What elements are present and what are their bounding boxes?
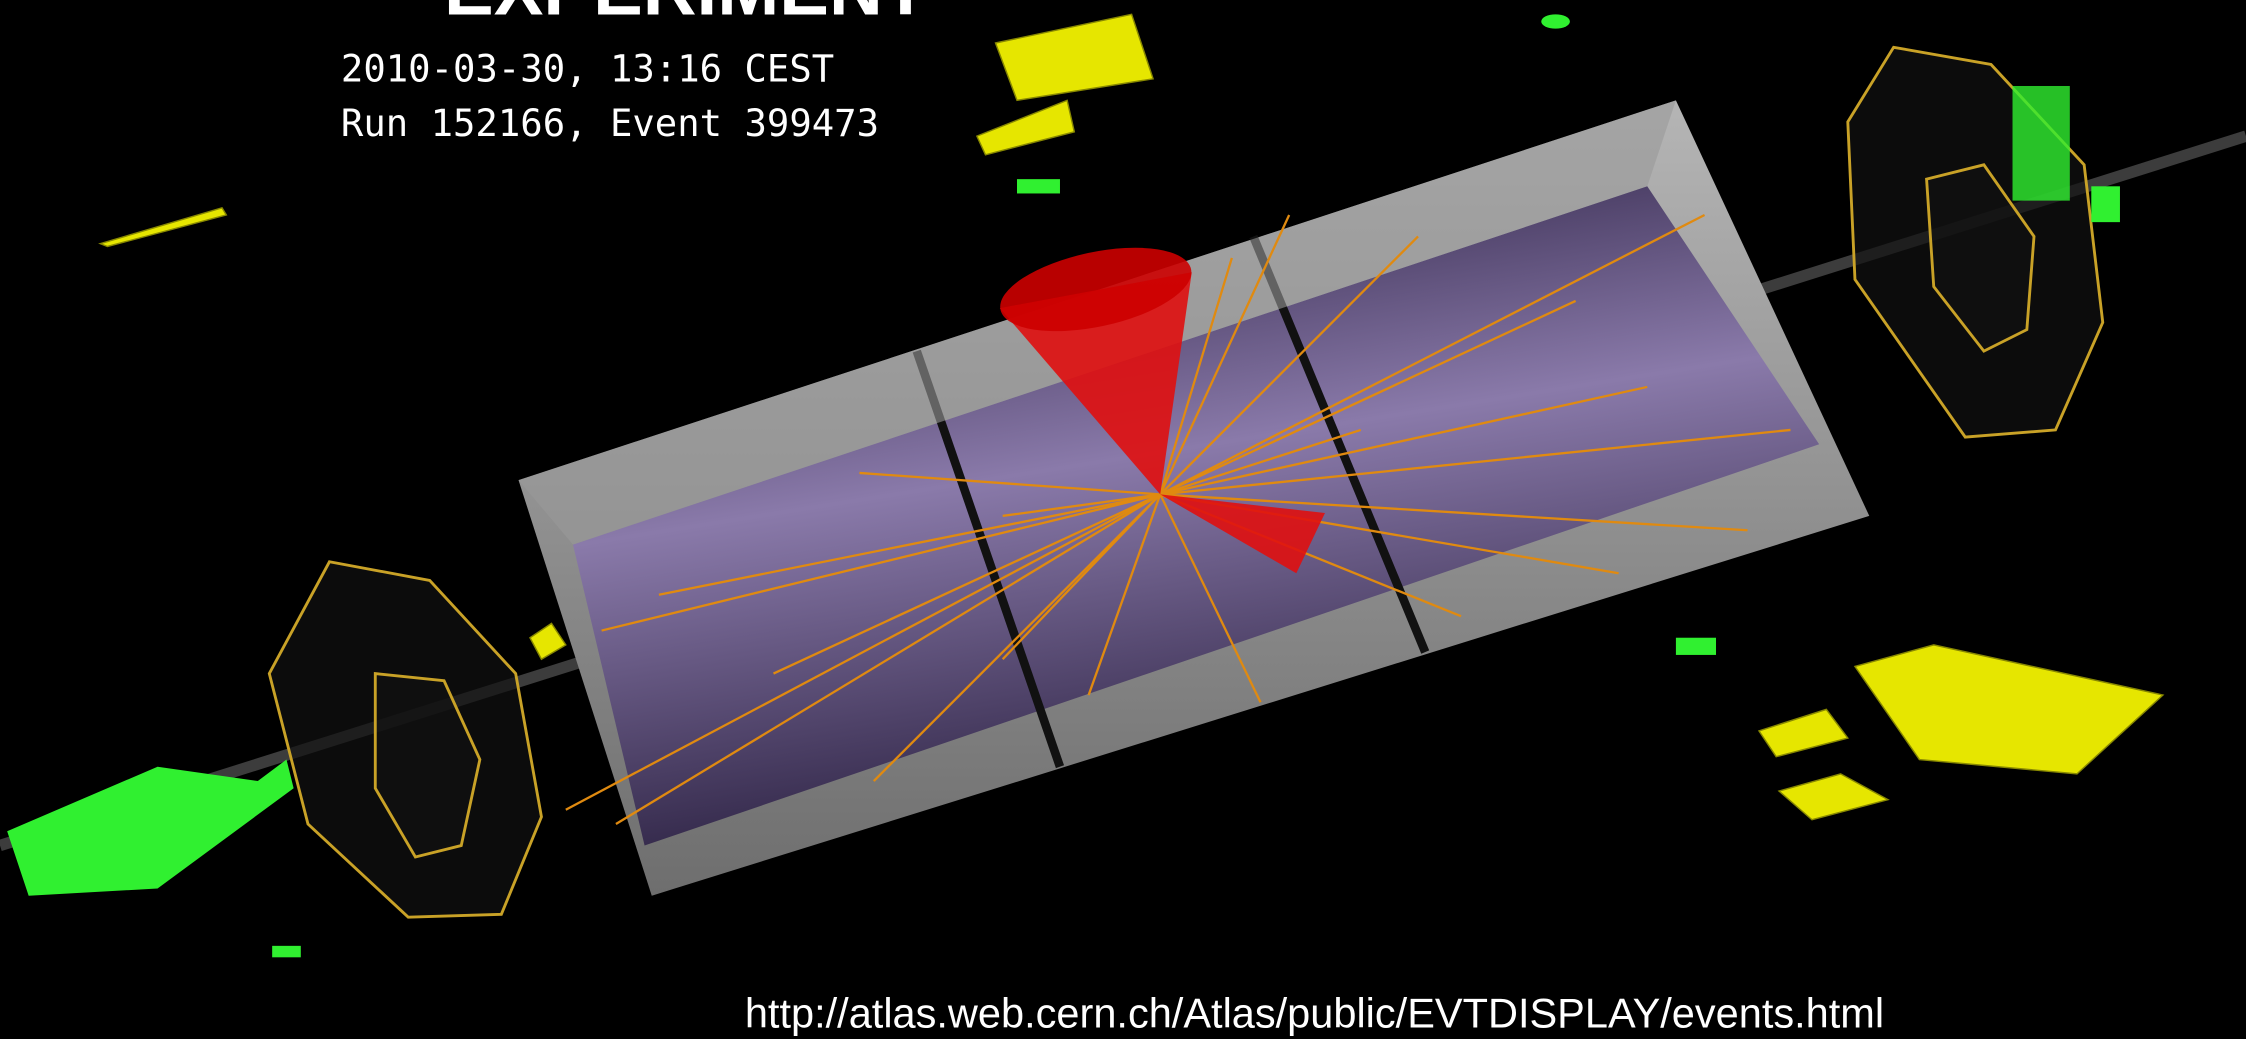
- track: [1160, 493, 1748, 532]
- track: [1159, 385, 1648, 496]
- track: [658, 493, 1161, 596]
- track: [615, 493, 1161, 826]
- track: [1160, 428, 1791, 496]
- track: [1001, 493, 1162, 661]
- track: [1159, 213, 1706, 496]
- track: [859, 471, 1161, 496]
- endcaps: [267, 45, 2105, 919]
- track: [565, 493, 1161, 811]
- clusters-yellow: [98, 13, 2165, 821]
- track: [1087, 494, 1162, 696]
- experiment-title: EXPERIMENT: [444, 0, 928, 30]
- jets: [999, 247, 1325, 574]
- track: [1159, 214, 1291, 495]
- track: [1159, 257, 1233, 495]
- track: [773, 493, 1161, 675]
- track: [601, 493, 1161, 632]
- clusters-green: [7, 14, 2120, 958]
- source-url: http://atlas.web.cern.ch/Atlas/public/EV…: [745, 990, 1884, 1037]
- track: [1159, 235, 1419, 496]
- track: [1159, 299, 1577, 496]
- event-id: Run 152166, Event 399473: [341, 101, 879, 145]
- tracks: [565, 213, 1791, 826]
- track: [872, 493, 1162, 782]
- track: [1159, 428, 1362, 496]
- track: [1159, 493, 1262, 703]
- event-date: 2010-03-30, 13:16 CEST: [341, 47, 834, 91]
- track: [1002, 493, 1161, 518]
